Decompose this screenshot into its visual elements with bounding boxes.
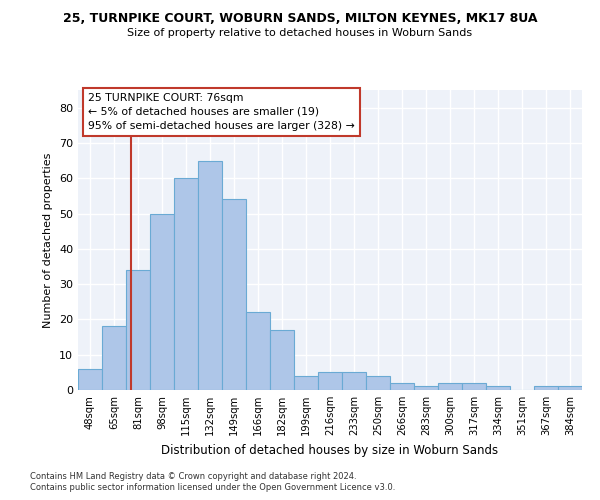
Bar — [126, 270, 150, 390]
Text: Contains HM Land Registry data © Crown copyright and database right 2024.: Contains HM Land Registry data © Crown c… — [30, 472, 356, 481]
Bar — [150, 214, 174, 390]
Bar — [174, 178, 198, 390]
Bar — [462, 383, 486, 390]
Bar — [198, 160, 222, 390]
Bar — [366, 376, 390, 390]
Bar — [414, 386, 438, 390]
Bar — [534, 386, 558, 390]
Bar — [486, 386, 510, 390]
Text: 25 TURNPIKE COURT: 76sqm
← 5% of detached houses are smaller (19)
95% of semi-de: 25 TURNPIKE COURT: 76sqm ← 5% of detache… — [88, 93, 355, 131]
Y-axis label: Number of detached properties: Number of detached properties — [43, 152, 53, 328]
Bar — [246, 312, 270, 390]
Bar — [342, 372, 366, 390]
Text: Contains public sector information licensed under the Open Government Licence v3: Contains public sector information licen… — [30, 484, 395, 492]
Text: Size of property relative to detached houses in Woburn Sands: Size of property relative to detached ho… — [127, 28, 473, 38]
Bar — [294, 376, 318, 390]
Bar — [78, 369, 102, 390]
Bar — [222, 200, 246, 390]
Bar — [558, 386, 582, 390]
X-axis label: Distribution of detached houses by size in Woburn Sands: Distribution of detached houses by size … — [161, 444, 499, 456]
Bar — [318, 372, 342, 390]
Bar — [438, 383, 462, 390]
Text: 25, TURNPIKE COURT, WOBURN SANDS, MILTON KEYNES, MK17 8UA: 25, TURNPIKE COURT, WOBURN SANDS, MILTON… — [63, 12, 537, 26]
Bar — [102, 326, 126, 390]
Bar — [270, 330, 294, 390]
Bar — [390, 383, 414, 390]
